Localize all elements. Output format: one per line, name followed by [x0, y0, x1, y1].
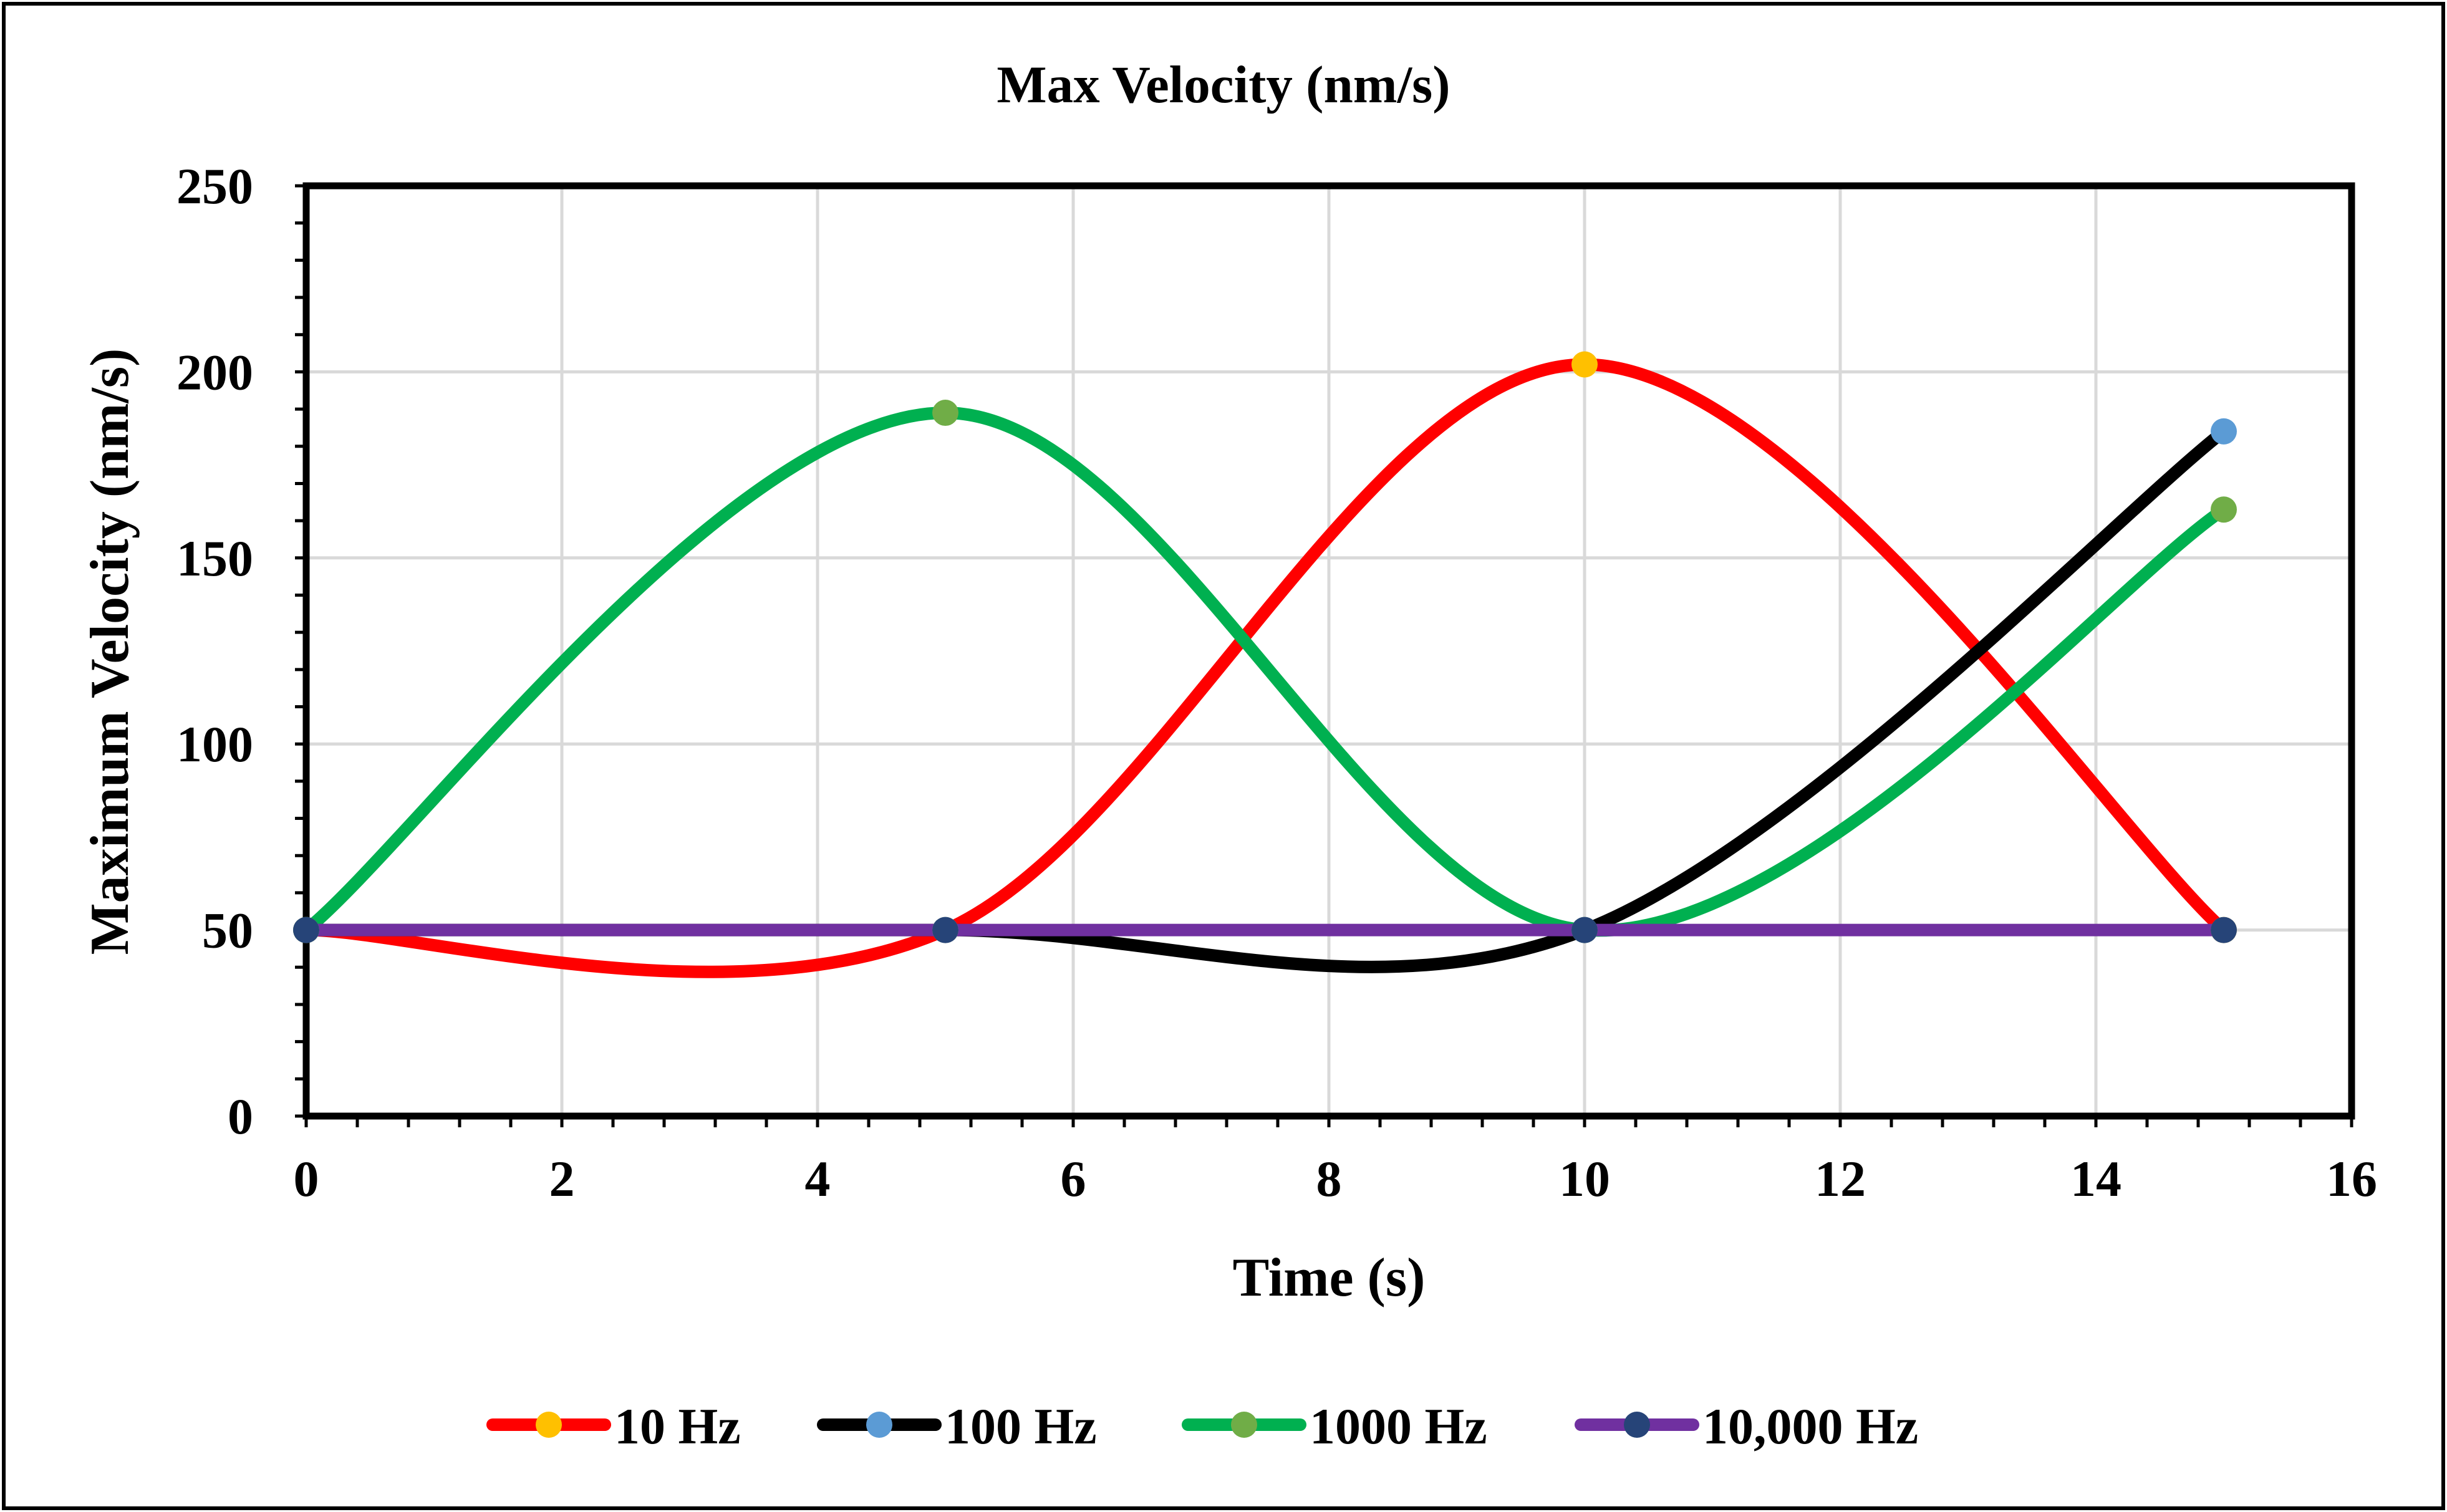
- x-tick-label: 14: [2070, 1150, 2121, 1207]
- legend-swatch-marker: [866, 1412, 892, 1438]
- series-3-point-3: [2211, 917, 2237, 943]
- y-tick-label: 50: [202, 902, 253, 959]
- legend-label: 100 Hz: [945, 1398, 1097, 1455]
- x-tick-label: 2: [549, 1150, 575, 1207]
- series-lines: [300, 358, 2230, 978]
- x-axis-title: Time (s): [1233, 1248, 1426, 1308]
- y-tick-label: 250: [176, 158, 253, 214]
- y-tick-label: 200: [176, 344, 253, 400]
- x-axis-ticks: 0 2 4 6 8 10 12 14 16: [294, 1150, 2378, 1207]
- x-tick-label: 0: [294, 1150, 319, 1207]
- series-line-2: [300, 407, 2230, 937]
- series-3-point-2: [1571, 917, 1598, 943]
- y-tick-label: 0: [228, 1088, 253, 1145]
- series-0-point-2: [1571, 351, 1598, 378]
- legend-swatch-marker: [1624, 1412, 1650, 1438]
- legend-swatch-marker: [1231, 1412, 1257, 1438]
- chart-title: Max Velocity (nm/s): [997, 55, 1450, 114]
- series-markers: [293, 351, 2237, 943]
- plot-area-border: [302, 182, 2355, 1120]
- x-tick-label: 10: [1559, 1150, 1610, 1207]
- series-1-point-3: [2211, 418, 2237, 445]
- x-tick-label: 16: [2326, 1150, 2377, 1207]
- y-tick-label: 100: [176, 716, 253, 773]
- series-3-point-1: [932, 917, 958, 943]
- x-tick-label: 8: [1316, 1150, 1342, 1207]
- legend-label: 10 Hz: [614, 1398, 741, 1455]
- series-2-point-1: [932, 400, 958, 426]
- series-3-point-0: [293, 917, 319, 943]
- series-2-point-3: [2211, 496, 2237, 523]
- y-axis-title: Maximum Velocity (nm/s): [80, 349, 140, 955]
- legend-label: 10,000 Hz: [1702, 1398, 1918, 1455]
- x-tick-label: 12: [1815, 1150, 1866, 1207]
- legend: 10 Hz 100 Hz 1000 Hz 10,000 Hz: [486, 1398, 1918, 1455]
- legend-label: 1000 Hz: [1310, 1398, 1487, 1455]
- x-tick-label: 4: [805, 1150, 831, 1207]
- x-tick-label: 6: [1061, 1150, 1086, 1207]
- y-axis-ticks: 0 50 100 150 200 250: [176, 158, 253, 1145]
- legend-swatch-marker: [536, 1412, 562, 1438]
- series-line-0: [300, 358, 2230, 978]
- y-tick-label: 150: [176, 530, 253, 587]
